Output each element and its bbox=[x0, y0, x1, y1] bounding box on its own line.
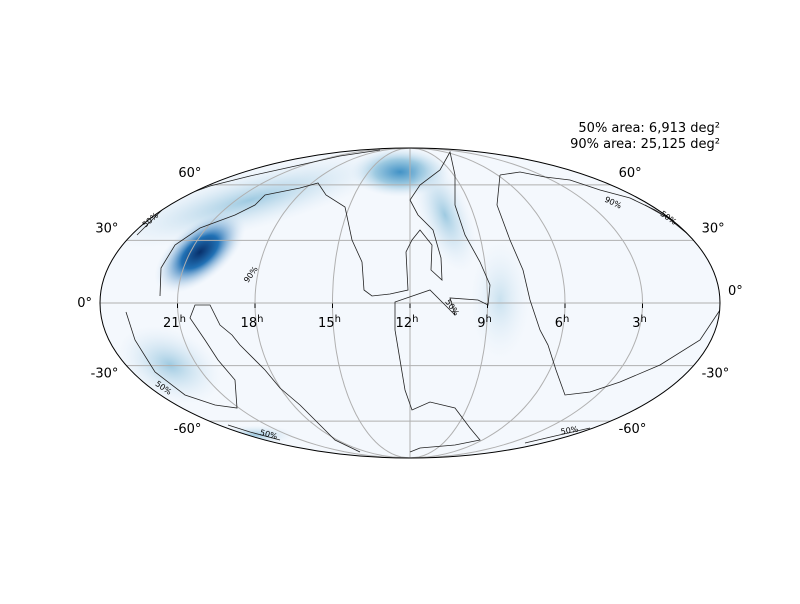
dec-tick-label: -30° bbox=[702, 367, 730, 382]
probability-map bbox=[100, 148, 720, 458]
ra-tick-label: 18h bbox=[241, 314, 264, 331]
ra-unit: h bbox=[335, 314, 341, 325]
ra-hours: 3 bbox=[632, 316, 640, 331]
ra-unit: h bbox=[485, 314, 491, 325]
ra-tick-label: 12h bbox=[396, 314, 419, 331]
area-90: 90% area: 25,125 deg² bbox=[570, 137, 720, 152]
ra-hours: 18 bbox=[241, 316, 258, 331]
contour-50 bbox=[125, 304, 361, 453]
graticule bbox=[100, 147, 720, 459]
dec-tick-label: 30° bbox=[95, 221, 118, 236]
ra-hours: 15 bbox=[318, 316, 335, 331]
contour-label: 50% bbox=[560, 424, 579, 436]
dec-tick-label: 0° bbox=[77, 296, 92, 311]
dec-tick-label: 0° bbox=[728, 284, 743, 299]
ra-unit: h bbox=[640, 314, 646, 325]
area-50: 50% area: 6,913 deg² bbox=[578, 121, 720, 136]
map-frame bbox=[99, 147, 721, 459]
dec-tick-label: 60° bbox=[619, 166, 642, 181]
dec-tick-label: -30° bbox=[91, 367, 119, 382]
ra-hours: 9 bbox=[477, 316, 485, 331]
dec-tick-label: -60° bbox=[619, 422, 647, 437]
contour-90 bbox=[496, 171, 720, 396]
contour-50 bbox=[136, 149, 381, 236]
ra-unit: h bbox=[563, 314, 569, 325]
ra-unit: h bbox=[257, 314, 263, 325]
ra-unit: h bbox=[180, 314, 186, 325]
ra-tick-label: 9h bbox=[477, 314, 492, 331]
contours bbox=[120, 149, 720, 453]
ra-tick-label: 3h bbox=[632, 314, 647, 331]
ra-hours: 21 bbox=[163, 316, 180, 331]
dec-tick-label: -60° bbox=[174, 422, 202, 437]
ra-tick-label: 6h bbox=[555, 314, 570, 331]
contour-50 bbox=[524, 427, 591, 444]
ra-hours: 12 bbox=[396, 316, 413, 331]
contour-50 bbox=[227, 424, 281, 441]
ra-unit: h bbox=[412, 314, 418, 325]
ra-hours: 6 bbox=[555, 316, 563, 331]
dec-tick-label: 30° bbox=[702, 221, 725, 236]
ra-tick-label: 21h bbox=[163, 314, 186, 331]
ra-tick-label: 15h bbox=[318, 314, 341, 331]
contour-90 bbox=[159, 150, 491, 453]
dec-tick-label: 60° bbox=[178, 166, 201, 181]
